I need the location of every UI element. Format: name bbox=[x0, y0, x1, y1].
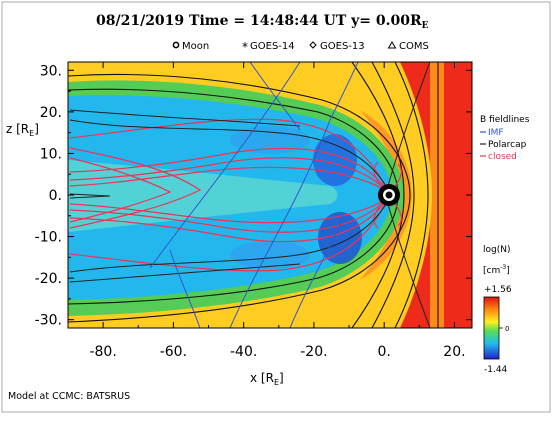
closed-field-line bbox=[69, 197, 389, 233]
colorbar-min-label: -1.44 bbox=[484, 365, 508, 375]
colorbar-gradient bbox=[483, 296, 500, 360]
colorbar: log(N) [cm-3] +1.56 0 -1.44 bbox=[483, 245, 512, 375]
marker-legend-goes13: GOES-13 bbox=[309, 41, 365, 52]
x-axis-label: x [RE] bbox=[250, 371, 284, 387]
closed-field-line bbox=[373, 199, 385, 229]
x-tick-label: -60. bbox=[160, 344, 187, 360]
region-plasma-sheet bbox=[68, 160, 338, 232]
polarcap-field-line bbox=[69, 193, 111, 199]
boundary-contours bbox=[68, 62, 439, 328]
sheath-contour bbox=[351, 62, 405, 328]
marker-legend-label: GOES-13 bbox=[320, 41, 365, 52]
polarcap-field-line bbox=[387, 62, 431, 187]
fieldlines-legend-title: B fieldlines bbox=[480, 115, 530, 125]
imf-field-line bbox=[229, 62, 359, 328]
triangle-symbol-icon bbox=[387, 41, 397, 49]
closed-field-line bbox=[69, 157, 172, 223]
imf-field-line bbox=[149, 62, 301, 269]
y-axis-label: z [RE] bbox=[6, 122, 39, 138]
y-tick-label: -30. bbox=[35, 313, 62, 329]
colorbar-unit: [cm-3] bbox=[483, 264, 510, 276]
closed-field-line bbox=[69, 147, 202, 229]
x-tick-label: 0. bbox=[377, 344, 390, 360]
imf-field-lines bbox=[149, 62, 359, 328]
diamond-symbol-icon bbox=[309, 41, 317, 49]
colorbar-mid-label: 0 bbox=[505, 325, 509, 333]
polarcap-field-line bbox=[69, 263, 301, 283]
closed-field-line bbox=[69, 118, 387, 189]
bow-shock-contour bbox=[394, 62, 429, 328]
polarcap-field-line bbox=[69, 109, 301, 127]
y-tick-label: 20. bbox=[40, 105, 62, 121]
polarcap-field-line bbox=[69, 203, 387, 273]
y-tick-label: 10. bbox=[40, 146, 62, 162]
imf-field-line bbox=[169, 249, 201, 328]
marker-legend-label: COMS bbox=[399, 41, 429, 52]
marker-legend-moon: Moon bbox=[172, 41, 209, 52]
marker-legend-label: GOES-14 bbox=[250, 41, 295, 52]
fieldlines-legend: B fieldlines IMF Polarcap closed bbox=[480, 115, 530, 162]
moon-symbol-icon bbox=[172, 41, 180, 49]
figure-border bbox=[1, 1, 551, 413]
closed-field-line bbox=[69, 157, 389, 193]
region-low-density-lobe-south bbox=[230, 241, 310, 269]
legend-label-polarcap: Polarcap bbox=[488, 140, 527, 150]
magnetopause-outer-contour bbox=[68, 73, 411, 323]
y-tick-label: 0. bbox=[49, 188, 62, 204]
legend-label-closed: closed bbox=[488, 152, 517, 162]
marker-legend: Moon * GOES-14 GOES-13 COMS bbox=[172, 40, 429, 54]
model-footer: Model at CCMC: BATSRUS bbox=[8, 391, 130, 402]
marker-legend-goes14: * GOES-14 bbox=[242, 40, 295, 54]
earth-core bbox=[385, 191, 393, 199]
region-low-density-lobe bbox=[230, 126, 310, 154]
polarcap-field-line bbox=[387, 203, 431, 328]
closed-field-line bbox=[69, 197, 389, 224]
polarcap-field-lines bbox=[69, 62, 431, 328]
asterisk-symbol-icon: * bbox=[242, 40, 248, 54]
closed-field-line bbox=[373, 161, 385, 191]
y-tick-label: -20. bbox=[35, 271, 62, 287]
plot-area bbox=[68, 62, 472, 328]
y-tick-label: 30. bbox=[40, 63, 62, 79]
marker-legend-label: Moon bbox=[182, 41, 209, 52]
imf-field-line bbox=[289, 219, 343, 328]
colorbar-max-label: +1.56 bbox=[484, 285, 512, 295]
closed-field-line bbox=[69, 147, 389, 193]
x-tick-label: -20. bbox=[300, 344, 327, 360]
imf-field-line bbox=[249, 62, 301, 131]
axes: -80. -60. -40. -20. 0. 20. 30. 20. 10. 0. -10. -20.… bbox=[35, 62, 472, 360]
closed-field-line bbox=[69, 197, 389, 243]
x-tick-label: -80. bbox=[89, 344, 116, 360]
x-tick-label: 20. bbox=[443, 344, 465, 360]
colorbar-title: log(N) bbox=[483, 245, 510, 255]
region-upstream-stripe bbox=[430, 62, 444, 328]
region-low-density-south bbox=[318, 212, 362, 264]
region-low-density-north bbox=[313, 134, 357, 186]
sheath-contour bbox=[371, 62, 415, 328]
y-tick-label: -10. bbox=[35, 230, 62, 246]
earth bbox=[378, 184, 400, 206]
chart-title: 08/21/2019 Time = 14:48:44 UT y= 0.00RE bbox=[96, 13, 429, 31]
closed-field-lines bbox=[69, 118, 402, 272]
closed-field-line bbox=[69, 166, 389, 193]
region-sheath-core bbox=[360, 110, 412, 280]
x-tick-label: -40. bbox=[230, 344, 257, 360]
polarcap-field-line bbox=[69, 119, 387, 187]
marker-legend-coms: COMS bbox=[387, 41, 429, 52]
legend-label-imf: IMF bbox=[488, 128, 504, 138]
closed-field-line bbox=[69, 201, 387, 272]
